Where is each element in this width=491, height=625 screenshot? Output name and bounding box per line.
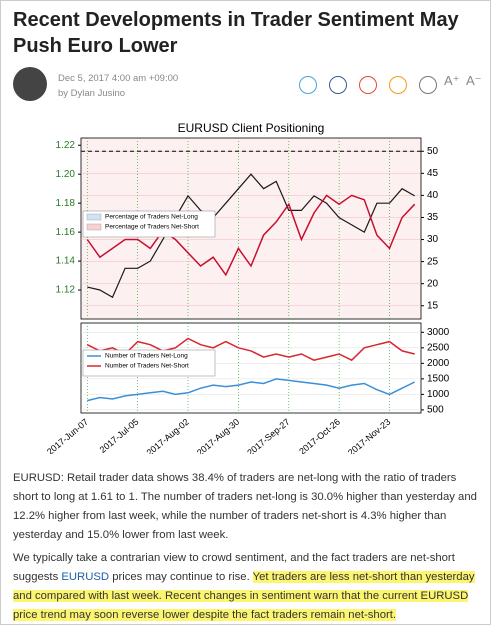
google-icon[interactable] bbox=[359, 76, 377, 94]
font-smaller[interactable]: A⁻ bbox=[466, 73, 482, 88]
twitter-icon[interactable] bbox=[299, 76, 317, 94]
y-tick-label: 1.22 bbox=[56, 140, 76, 151]
legend-box bbox=[82, 349, 216, 377]
y-tick-label: 1.18 bbox=[56, 198, 76, 209]
line-series bbox=[86, 337, 415, 362]
y-tick-label: 1.16 bbox=[56, 227, 76, 238]
y-tick-label: 1.14 bbox=[56, 256, 76, 267]
legend-swatch bbox=[86, 213, 102, 221]
font-larger[interactable]: A⁺ bbox=[444, 73, 460, 88]
y-tick-label: 2500 bbox=[427, 342, 450, 353]
x-tick-label: 2017-Aug-02 bbox=[145, 417, 191, 454]
y2-tick-label: 45 bbox=[427, 168, 439, 179]
text: We typically take a contrarian view to c… bbox=[13, 552, 455, 583]
x-tick-label: 2017-Jun-07 bbox=[45, 417, 90, 454]
print-icon[interactable] bbox=[419, 76, 437, 94]
line-series bbox=[87, 378, 416, 402]
legend-label: Percentage of Traders Net-Long bbox=[105, 214, 198, 221]
y2-tick-label: 30 bbox=[427, 234, 439, 245]
y2-tick-label: 20 bbox=[427, 278, 439, 289]
author-avatar bbox=[13, 67, 47, 101]
x-tick-label: 2017-Aug-30 bbox=[195, 417, 241, 454]
y-tick-label: 1.12 bbox=[56, 285, 76, 296]
legend-label: Number of Traders Net-Long bbox=[105, 353, 188, 360]
x-tick-label: 2017-Jul-05 bbox=[98, 417, 141, 454]
y-tick-label: 1000 bbox=[427, 389, 450, 400]
chart: EURUSD Client Positioning 1.12 1.14 1.16 1.1… bbox=[45, 121, 450, 454]
text: prices may continue to rise. bbox=[109, 571, 253, 583]
y-tick-label: 500 bbox=[427, 405, 444, 416]
legend-box bbox=[82, 210, 216, 238]
text: EURUSD: Retail trader data shows 38.4% o… bbox=[13, 472, 477, 541]
y2-tick-label: 35 bbox=[427, 212, 439, 223]
article-title: Recent Developments in Trader Sentiment … bbox=[13, 9, 459, 57]
legend-swatch bbox=[86, 223, 102, 231]
y2-tick-label: 50 bbox=[427, 146, 439, 157]
y-tick-label: 1.20 bbox=[56, 169, 76, 180]
y-tick-label: 2000 bbox=[427, 358, 450, 369]
y2-tick-label: 15 bbox=[427, 300, 439, 311]
link[interactable]: EURUSD bbox=[61, 571, 110, 583]
legend-label: Percentage of Traders Net-Short bbox=[105, 224, 199, 231]
x-tick-label: 2017-Sep-27 bbox=[245, 417, 291, 454]
line-series bbox=[86, 194, 416, 277]
date: Dec 5, 2017 4:00 am +09:00 bbox=[58, 73, 179, 84]
paragraph: EURUSD: Retail trader data shows 38.4% o… bbox=[13, 469, 478, 545]
x-tick-label: 2017-Nov-23 bbox=[346, 417, 392, 454]
y-tick-label: 3000 bbox=[427, 327, 450, 338]
x-tick-label: 2017-Oct-26 bbox=[297, 417, 342, 454]
legend-label: Number of Traders Net-Short bbox=[105, 363, 189, 370]
rss-icon[interactable] bbox=[389, 76, 407, 94]
y2-tick-label: 25 bbox=[427, 256, 439, 267]
line-series bbox=[87, 173, 415, 299]
chart-title: EURUSD Client Positioning bbox=[178, 121, 325, 135]
author: by Dylan Jusino bbox=[58, 88, 126, 99]
y-tick-label: 1500 bbox=[427, 374, 450, 385]
facebook-icon[interactable] bbox=[329, 76, 347, 94]
paragraph: We typically take a contrarian view to c… bbox=[13, 549, 478, 624]
y2-tick-label: 40 bbox=[427, 190, 439, 201]
